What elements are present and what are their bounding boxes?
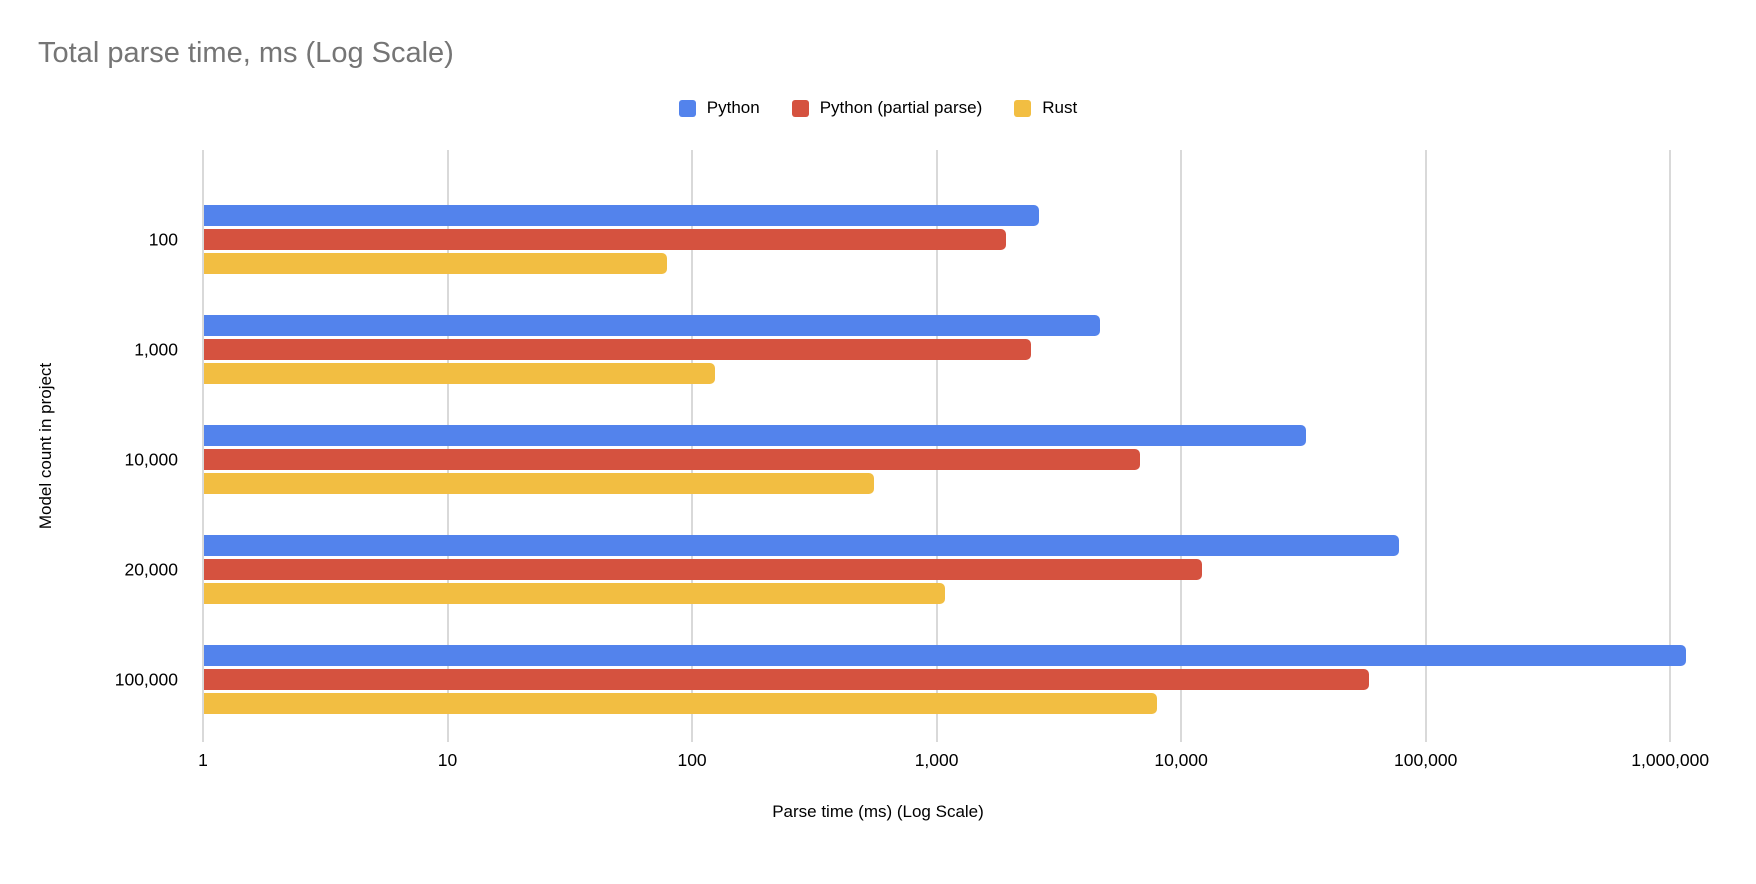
legend-swatch-icon xyxy=(791,99,809,117)
bar-python-partial-parse-100000[interactable] xyxy=(204,669,1369,690)
bar-rust-100[interactable] xyxy=(204,253,667,274)
bar-python-100000[interactable] xyxy=(204,645,1687,666)
x-tick-label: 1,000,000 xyxy=(1631,750,1710,770)
bar-rust-1000[interactable] xyxy=(204,363,716,384)
bar-rust-10000[interactable] xyxy=(204,473,875,494)
bar-python-partial-parse-100[interactable] xyxy=(204,229,1006,250)
legend-label: Python (partial parse) xyxy=(819,98,983,117)
legend-label: Rust xyxy=(1042,98,1078,117)
x-tick-label: 10 xyxy=(437,750,458,770)
legend-item[interactable]: Python (partial parse) xyxy=(791,98,983,118)
legend-item[interactable]: Rust xyxy=(1014,98,1077,118)
gridline xyxy=(202,150,204,742)
x-tick-label: 1,000 xyxy=(914,750,959,770)
chart-title: Total parse time, ms (Log Scale) xyxy=(38,37,454,69)
gridline xyxy=(446,150,449,742)
bar-python-100[interactable] xyxy=(204,205,1040,226)
bar-python-20000[interactable] xyxy=(204,535,1399,556)
gridline xyxy=(1424,150,1427,742)
gridline xyxy=(1180,150,1183,742)
bar-rust-20000[interactable] xyxy=(204,583,945,604)
bar-python-partial-parse-20000[interactable] xyxy=(204,559,1202,580)
bar-rust-100000[interactable] xyxy=(204,693,1158,714)
category-label: 1,000 xyxy=(134,339,178,359)
legend-label: Python xyxy=(706,98,760,117)
category-label: 20,000 xyxy=(124,559,178,579)
gridline xyxy=(1669,150,1672,742)
x-axis-title: Parse time (ms) (Log Scale) xyxy=(772,802,984,821)
category-label: 100,000 xyxy=(114,669,178,689)
category-labels: 100 1,000 10,000 20,000 100,000 xyxy=(0,0,192,884)
x-tick-label: 100 xyxy=(677,750,707,770)
x-tick-label: 10,000 xyxy=(1154,750,1208,770)
x-tick-label: 1 xyxy=(198,750,208,770)
legend-swatch-icon xyxy=(1014,99,1032,117)
x-tick-label: 100,000 xyxy=(1394,750,1458,770)
plot-area xyxy=(202,150,1702,742)
bar-python-partial-parse-1000[interactable] xyxy=(204,339,1031,360)
chart-legend: Python Python (partial parse) Rust xyxy=(0,98,1756,118)
legend-swatch-icon xyxy=(678,99,696,117)
gridline xyxy=(691,150,694,742)
bar-python-10000[interactable] xyxy=(204,425,1306,446)
bar-python-1000[interactable] xyxy=(204,315,1100,336)
gridline xyxy=(935,150,938,742)
category-label: 10,000 xyxy=(124,449,178,469)
bar-python-partial-parse-10000[interactable] xyxy=(204,449,1140,470)
category-label: 100 xyxy=(148,229,178,249)
legend-item[interactable]: Python xyxy=(678,98,760,118)
